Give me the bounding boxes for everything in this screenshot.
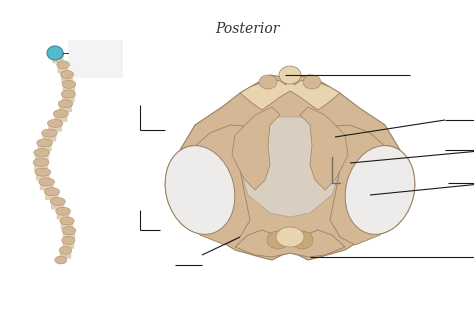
Ellipse shape — [56, 207, 71, 215]
Ellipse shape — [57, 61, 69, 69]
PathPatch shape — [178, 70, 402, 260]
FancyBboxPatch shape — [35, 154, 49, 161]
Ellipse shape — [58, 100, 73, 108]
Ellipse shape — [165, 145, 235, 234]
PathPatch shape — [235, 230, 345, 257]
Ellipse shape — [345, 145, 415, 234]
Ellipse shape — [279, 66, 301, 84]
FancyBboxPatch shape — [61, 76, 73, 83]
Ellipse shape — [61, 90, 75, 98]
Ellipse shape — [39, 178, 55, 186]
Ellipse shape — [60, 217, 74, 225]
Ellipse shape — [345, 145, 415, 234]
FancyBboxPatch shape — [59, 105, 72, 112]
PathPatch shape — [175, 125, 258, 245]
Ellipse shape — [37, 139, 53, 147]
Ellipse shape — [61, 71, 73, 79]
FancyBboxPatch shape — [63, 86, 75, 92]
Ellipse shape — [55, 256, 67, 264]
Ellipse shape — [50, 198, 65, 205]
Ellipse shape — [303, 75, 321, 89]
FancyBboxPatch shape — [36, 174, 50, 180]
Ellipse shape — [42, 129, 57, 137]
Ellipse shape — [59, 246, 72, 254]
PathPatch shape — [322, 125, 405, 245]
Ellipse shape — [44, 188, 60, 196]
Ellipse shape — [33, 158, 49, 166]
Text: Posterior: Posterior — [215, 22, 279, 36]
Ellipse shape — [259, 75, 277, 89]
FancyBboxPatch shape — [43, 135, 56, 141]
FancyBboxPatch shape — [63, 232, 75, 239]
PathPatch shape — [232, 107, 280, 190]
Ellipse shape — [34, 149, 50, 157]
Ellipse shape — [47, 46, 63, 60]
FancyBboxPatch shape — [56, 213, 70, 219]
Ellipse shape — [276, 227, 304, 247]
FancyBboxPatch shape — [34, 164, 48, 171]
Ellipse shape — [267, 231, 289, 249]
PathPatch shape — [238, 117, 342, 217]
FancyBboxPatch shape — [60, 252, 71, 258]
PathPatch shape — [240, 70, 340, 110]
Ellipse shape — [62, 237, 75, 245]
Ellipse shape — [47, 119, 63, 127]
Ellipse shape — [53, 110, 68, 118]
PathPatch shape — [300, 107, 348, 190]
FancyBboxPatch shape — [68, 40, 123, 78]
FancyBboxPatch shape — [51, 203, 64, 210]
FancyBboxPatch shape — [45, 193, 59, 200]
FancyBboxPatch shape — [57, 66, 69, 73]
FancyBboxPatch shape — [62, 95, 75, 102]
FancyBboxPatch shape — [61, 222, 73, 229]
Ellipse shape — [291, 231, 313, 249]
Ellipse shape — [35, 168, 51, 176]
Ellipse shape — [165, 145, 235, 234]
FancyBboxPatch shape — [63, 242, 74, 249]
FancyBboxPatch shape — [40, 183, 54, 190]
FancyBboxPatch shape — [54, 115, 67, 122]
FancyBboxPatch shape — [52, 56, 64, 63]
Ellipse shape — [52, 51, 64, 59]
FancyBboxPatch shape — [48, 125, 62, 132]
Ellipse shape — [62, 80, 76, 88]
Ellipse shape — [62, 227, 76, 235]
FancyBboxPatch shape — [38, 144, 52, 151]
